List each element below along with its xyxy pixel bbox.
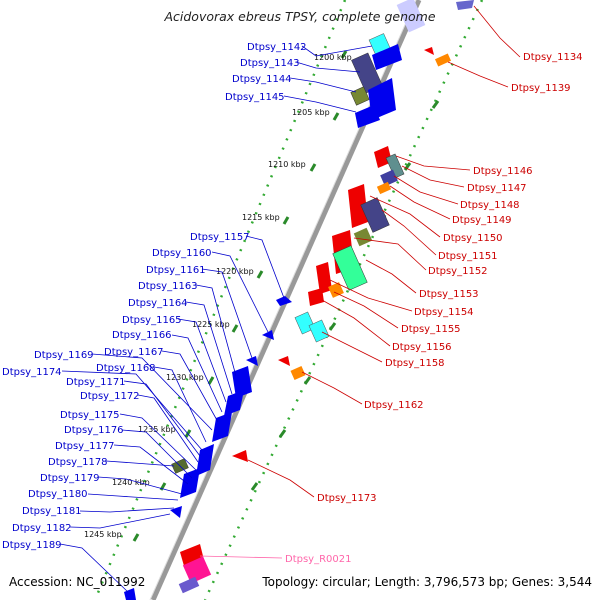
gene-1150-arrow [348, 184, 368, 228]
outer-tick-ring [203, 0, 484, 600]
left-leader-lines [59, 45, 373, 593]
gene-label[interactable]: Dtpsy_1154 [414, 307, 474, 318]
major-ticks [132, 50, 440, 542]
kbp-tick-label: 1205 kbp [292, 108, 330, 117]
gene-bottom-violet [178, 576, 200, 594]
gene-label[interactable]: Dtpsy_1151 [438, 251, 498, 262]
gene-label[interactable]: Dtpsy_1144 [232, 74, 292, 85]
gene-label[interactable]: Dtpsy_1171 [66, 377, 126, 388]
gene-1173-arrow [232, 450, 248, 462]
rna-leader-line [199, 555, 283, 559]
gene-1158b-box [308, 319, 330, 343]
gene-1139-red [424, 47, 434, 55]
kbp-tick-label: 1225 kbp [192, 320, 230, 329]
gene-cluster-1165 [224, 390, 244, 416]
outer-features [278, 0, 474, 381]
gene-label[interactable]: Dtpsy_1175 [60, 410, 120, 421]
gene-label[interactable]: Dtpsy_1156 [392, 342, 452, 353]
topology-summary: Topology: circular; Length: 3,796,573 bp… [262, 575, 592, 589]
gene-cluster-1171 [196, 444, 214, 476]
gene-label[interactable]: Dtpsy_1160 [152, 248, 212, 259]
gene-label[interactable]: Dtpsy_1189 [2, 540, 62, 551]
gene-label[interactable]: Dtpsy_1172 [80, 391, 140, 402]
gene-label[interactable]: Dtpsy_1155 [401, 324, 461, 335]
kbp-tick-label: 1210 kbp [268, 160, 306, 169]
kbp-tick-label: 1235 kbp [138, 425, 176, 434]
map-title: Acidovorax ebreus TPSY, complete genome [164, 9, 436, 24]
gene-label[interactable]: Dtpsy_1181 [22, 506, 82, 517]
gene-label[interactable]: Dtpsy_1173 [317, 493, 377, 504]
gene-1149-box [376, 181, 392, 195]
gene-1156-arrow [308, 288, 324, 306]
gene-label[interactable]: Dtpsy_1164 [128, 298, 188, 309]
right-gene-labels: Dtpsy_1134 Dtpsy_1139 Dtpsy_1146 Dtpsy_1… [317, 52, 583, 504]
gene-1152-olive [353, 227, 373, 247]
gene-1144-box [350, 86, 370, 106]
gene-1157-arrow [276, 296, 292, 306]
gene-block-mid [368, 78, 396, 120]
inner-features [124, 33, 402, 600]
gene-label[interactable]: Dtpsy_1157 [190, 232, 250, 243]
gene-1147-box [385, 153, 405, 179]
gene-label[interactable]: Dtpsy_1148 [460, 200, 520, 211]
gene-1161-arrow [246, 356, 258, 366]
gene-1139-orange [434, 53, 452, 67]
gene-1162-orange [290, 365, 306, 381]
kbp-tick-label: 1240 kbp [112, 478, 150, 487]
gene-label[interactable]: Dtpsy_1169 [34, 350, 94, 361]
kbp-tick-label: 1245 kbp [84, 530, 122, 539]
gene-1148-box [380, 169, 398, 187]
gene-label[interactable]: Dtpsy_1182 [12, 523, 72, 534]
gene-1162-red [278, 356, 290, 366]
accession-label: Accession: NC_011992 [9, 575, 146, 589]
gene-1155-box [328, 282, 344, 298]
gene-1182-arrow [170, 506, 182, 518]
gene-label[interactable]: Dtpsy_1163 [138, 281, 198, 292]
gene-bottom-magenta [182, 556, 212, 584]
gene-label[interactable]: Dtpsy_1179 [40, 473, 100, 484]
gene-label[interactable]: Dtpsy_1153 [419, 289, 479, 300]
gene-label[interactable]: Dtpsy_1168 [96, 363, 156, 374]
gene-label[interactable]: Dtpsy_1149 [452, 215, 512, 226]
gene-label[interactable]: Dtpsy_1167 [104, 347, 164, 358]
gene-block-top [372, 44, 402, 70]
right-leader-lines [247, 5, 521, 498]
gene-1146-arrow [374, 146, 392, 168]
kbp-tick-label: 1200 kbp [314, 53, 352, 62]
gene-label[interactable]: Dtpsy_1152 [428, 266, 488, 277]
gene-label[interactable]: Dtpsy_1178 [48, 457, 108, 468]
gene-label[interactable]: Dtpsy_1134 [523, 52, 583, 63]
gene-label[interactable]: Dtpsy_1174 [2, 367, 62, 378]
gene-label[interactable]: Dtpsy_1176 [64, 425, 124, 436]
rna-gene-label[interactable]: Dtpsy_R0021 [285, 554, 352, 565]
gene-label[interactable]: Dtpsy_1165 [122, 315, 182, 326]
gene-top-lavender [396, 0, 426, 33]
left-gene-labels: Dtpsy_1142 Dtpsy_1143 Dtpsy_1144 Dtpsy_1… [2, 42, 307, 551]
gene-label[interactable]: Dtpsy_1158 [385, 358, 445, 369]
gene-label[interactable]: Dtpsy_1162 [364, 400, 424, 411]
kbp-tick-label: 1230 kbp [166, 373, 204, 382]
gene-label[interactable]: Dtpsy_1147 [467, 183, 527, 194]
gene-label[interactable]: Dtpsy_1177 [55, 441, 115, 452]
gene-label[interactable]: Dtpsy_1161 [146, 265, 206, 276]
gene-label[interactable]: Dtpsy_1143 [240, 58, 300, 69]
gene-label[interactable]: Dtpsy_1180 [28, 489, 88, 500]
gene-1134-arrow [456, 0, 474, 10]
kbp-tick-label: 1220 kbp [216, 267, 254, 276]
gene-1153-box [332, 245, 368, 291]
gene-cluster-1179 [180, 468, 200, 498]
gene-label[interactable]: Dtpsy_1145 [225, 92, 285, 103]
gene-1154-arrow [316, 262, 332, 294]
gene-cluster-1163 [232, 366, 252, 398]
gene-label[interactable]: Dtpsy_1139 [511, 83, 571, 94]
gene-label[interactable]: Dtpsy_1146 [473, 166, 533, 177]
gene-label[interactable]: Dtpsy_1142 [247, 42, 307, 53]
kbp-tick-label: 1215 kbp [242, 213, 280, 222]
inner-tick-ring [93, 0, 347, 600]
gene-label[interactable]: Dtpsy_1166 [112, 330, 172, 341]
gene-label[interactable]: Dtpsy_1150 [443, 233, 503, 244]
gene-1160-arrow [262, 330, 274, 340]
